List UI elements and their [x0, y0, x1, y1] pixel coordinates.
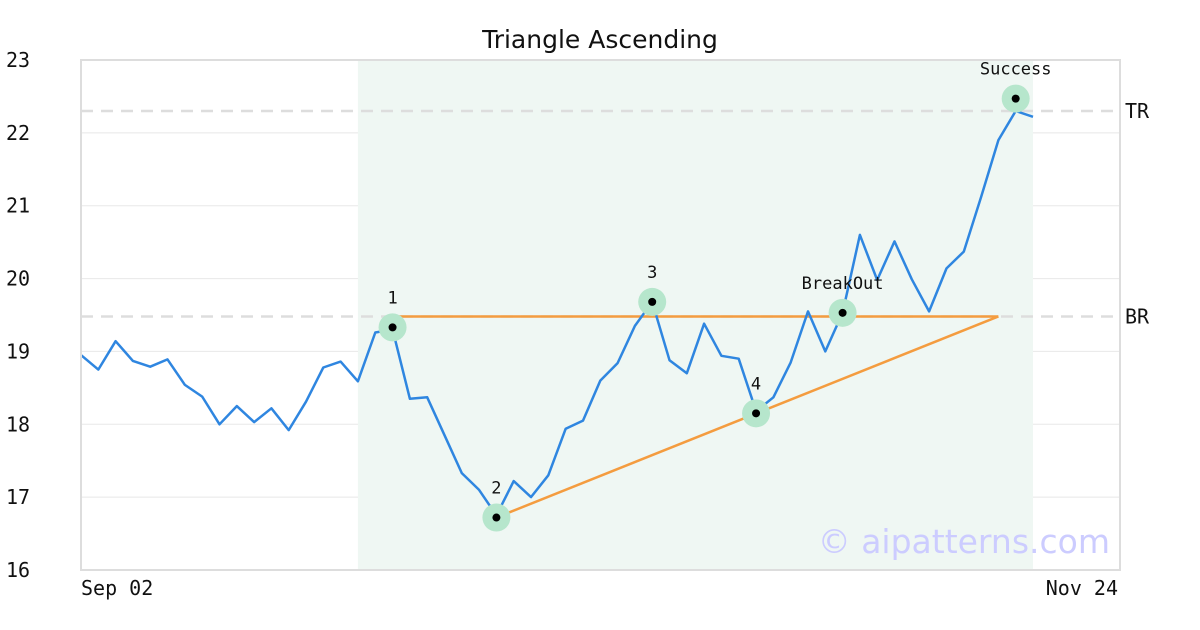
y-tick-label: 16 — [6, 558, 30, 582]
pattern-point-label: 1 — [387, 288, 397, 308]
pattern-point-label: BreakOut — [802, 274, 884, 294]
y-tick-label: 23 — [6, 48, 30, 72]
watermark: © aipatterns.com — [818, 522, 1110, 561]
pattern-point — [752, 409, 761, 418]
y-tick-label: 18 — [6, 412, 30, 436]
pattern-point — [838, 308, 847, 317]
price-series — [80, 109, 1034, 517]
pattern-point — [648, 297, 657, 306]
level-label: BR — [1125, 304, 1150, 328]
y-tick-label: 19 — [6, 339, 30, 363]
y-axis-ticks: 16 17 18 19 20 21 22 23 — [6, 48, 30, 582]
pattern-point-label: Success — [980, 60, 1052, 80]
y-tick-label: 20 — [6, 267, 30, 291]
y-tick-label: 17 — [6, 485, 30, 509]
y-tick-label: 21 — [6, 194, 30, 218]
chart-title: Triangle Ascending — [481, 25, 718, 54]
plot-frame — [80, 59, 1121, 571]
price-line — [80, 109, 1034, 517]
pattern-point — [388, 323, 397, 332]
x-axis-ticks: Sep 02 Nov 24 — [81, 576, 1118, 600]
pattern-point — [492, 513, 501, 522]
x-tick-label: Nov 24 — [1046, 576, 1118, 600]
level-label: TR — [1125, 99, 1150, 123]
pattern-window-area — [357, 60, 1034, 570]
pattern-point-label: 2 — [491, 479, 501, 499]
pattern-point-label: 4 — [751, 374, 761, 394]
y-tick-label: 22 — [6, 121, 30, 145]
pattern-points: 1 2 3 4 BreakOut Success — [378, 60, 1052, 532]
pattern-point — [1011, 94, 1020, 103]
pattern-point-label: 3 — [647, 263, 657, 283]
x-tick-label: Sep 02 — [81, 576, 153, 600]
